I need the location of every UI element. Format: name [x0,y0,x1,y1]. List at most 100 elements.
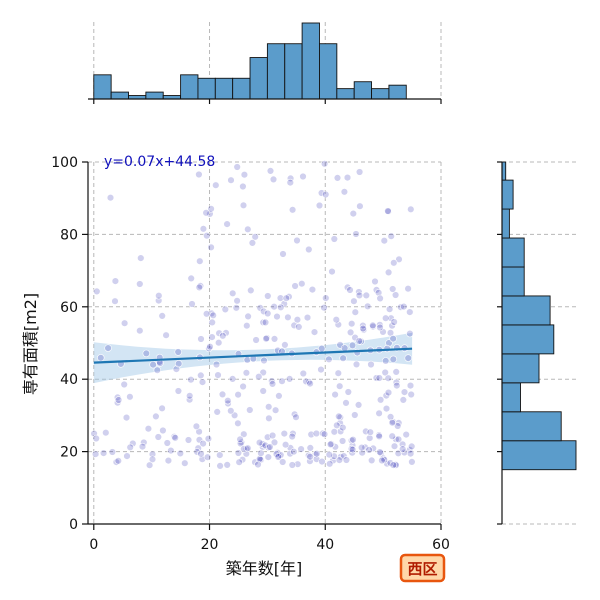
scatter-point [260,307,268,316]
scatter-point [240,171,249,179]
scatter-point [138,442,147,451]
scatter-point [114,396,123,404]
main-axes: 0 20 40 60 0 20 40 60 80 100 [51,155,450,553]
scatter-point [264,453,272,461]
top-hist-bar [197,77,216,100]
scatter-point [392,435,400,443]
y-tick-label: 0 [69,517,78,533]
scatter-point [394,422,402,430]
right-hist-bar [501,266,525,297]
scatter-point [308,285,317,294]
scatter-point [120,319,129,327]
scatter-point [224,397,232,405]
scatter-point [359,324,367,333]
scatter-point [244,444,252,452]
scatter-point [273,312,281,321]
scatter-point [288,432,296,441]
scatter-point [181,459,189,467]
scatter-point [153,366,162,374]
scatter-point [196,257,204,265]
top-hist-bar [145,91,164,100]
scatter-point [265,414,273,422]
scatter-point [390,442,399,450]
scatter-point [310,328,319,336]
scatter-point [102,429,110,437]
scatter-point [144,425,153,433]
scatter-point [395,255,403,263]
scatter-point [167,446,175,455]
scatter-point [394,435,403,443]
scatter-point [137,254,145,262]
scatter-point [140,438,148,447]
scatter-point [291,282,299,290]
scatter-point [187,376,195,384]
scatter-point [306,453,314,461]
scatter-point [266,167,275,175]
scatter-point [303,313,312,322]
scatter-point [325,451,333,459]
scatter-point [400,388,409,396]
scatter-point [374,289,383,297]
scatter-point [408,442,416,451]
scatter-point [389,461,397,469]
scatter-point [320,304,328,312]
scatter-point [262,335,270,343]
scatter-point [326,440,335,449]
scatter-point [388,322,396,330]
scatter-point [236,435,244,443]
scatter-point [197,450,205,458]
scatter-point [197,371,205,380]
scatter-point [266,443,274,451]
scatter-point [186,392,194,400]
scatter-point [247,286,255,295]
scatter-point [336,382,344,390]
scatter-point [275,392,283,400]
x-tick-label: 60 [432,537,450,553]
scatter-point [255,373,263,381]
top-hist-bar [93,74,112,100]
scatter-point [366,428,374,436]
scatter-point [91,450,100,458]
scatter-point [382,404,391,413]
scatter-point [277,303,285,311]
scatter-point [111,277,120,285]
scatter-point [406,449,415,458]
scatter-point [261,318,270,327]
scatter-point [219,332,227,340]
scatter-point [170,433,179,441]
scatter-point [155,292,163,300]
scatter-point [281,441,290,449]
scatter-point [322,294,330,302]
scatter-point [338,437,347,445]
scatter-point [299,172,307,181]
scatter-point [368,456,376,465]
scatter-point [209,311,217,319]
scatter-point [355,168,364,176]
scatter-point [154,433,163,441]
scatter-point [407,390,415,399]
top-hist-bar [336,88,355,100]
scatter-point [278,377,286,385]
scatter-point [375,409,383,417]
scatter-point [280,429,288,438]
scatter-point [285,375,294,383]
scatter-point [234,419,242,427]
scatter-point [215,329,223,337]
scatter-points [90,160,416,470]
scatter-point [126,393,134,401]
scatter-point [406,381,415,390]
scatter-point [286,174,295,183]
scatter-point [369,321,377,330]
scatter-point [149,361,157,369]
scatter-point [269,175,278,184]
scatter-point [208,318,216,327]
scatter-point [187,274,195,283]
scatter-point [284,313,292,321]
scatter-point [218,390,227,399]
scatter-point [388,419,396,427]
scatter-point [223,461,231,469]
scatter-point [233,297,241,305]
scatter-point [386,413,395,421]
scatter-point [320,430,329,438]
